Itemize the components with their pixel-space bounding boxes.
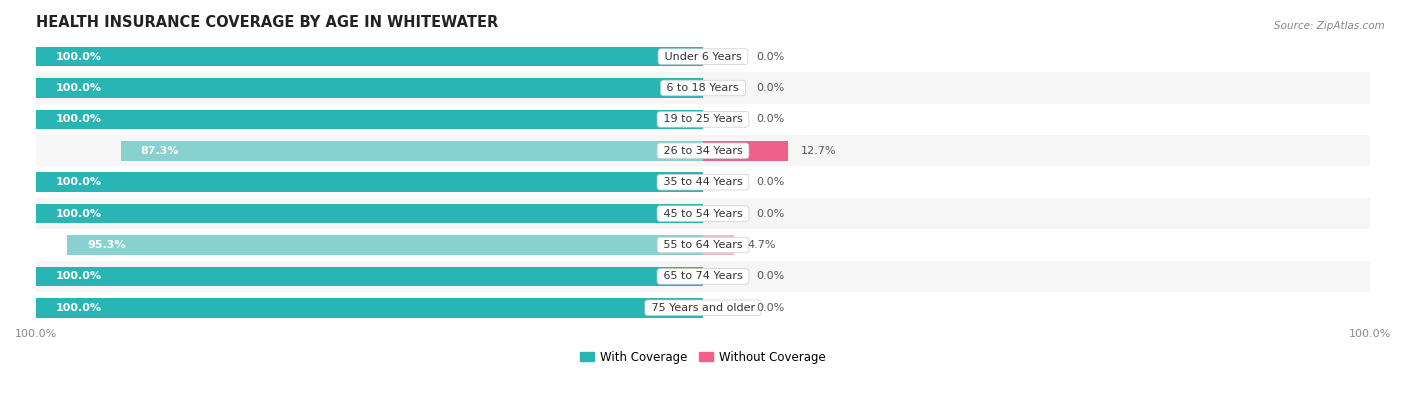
- Text: 6 to 18 Years: 6 to 18 Years: [664, 83, 742, 93]
- Text: 0.0%: 0.0%: [756, 177, 785, 187]
- Text: 19 to 25 Years: 19 to 25 Years: [659, 115, 747, 124]
- Text: 0.0%: 0.0%: [756, 51, 785, 61]
- Text: 55 to 64 Years: 55 to 64 Years: [659, 240, 747, 250]
- Text: 0.0%: 0.0%: [756, 115, 785, 124]
- Bar: [37, 267, 703, 286]
- Bar: [37, 78, 703, 98]
- Text: 0.0%: 0.0%: [756, 271, 785, 281]
- Legend: With Coverage, Without Coverage: With Coverage, Without Coverage: [575, 346, 831, 369]
- Text: 100.0%: 100.0%: [56, 271, 103, 281]
- Text: 75 Years and older: 75 Years and older: [648, 303, 758, 313]
- Bar: [37, 72, 1369, 104]
- Text: 4.7%: 4.7%: [748, 240, 776, 250]
- Text: Source: ZipAtlas.com: Source: ZipAtlas.com: [1274, 21, 1385, 31]
- Text: 87.3%: 87.3%: [141, 146, 180, 156]
- Text: HEALTH INSURANCE COVERAGE BY AGE IN WHITEWATER: HEALTH INSURANCE COVERAGE BY AGE IN WHIT…: [37, 15, 498, 30]
- Bar: [703, 141, 787, 161]
- Bar: [37, 198, 1369, 229]
- Text: 26 to 34 Years: 26 to 34 Years: [659, 146, 747, 156]
- Text: 35 to 44 Years: 35 to 44 Years: [659, 177, 747, 187]
- Bar: [67, 235, 703, 255]
- Text: 100.0%: 100.0%: [56, 83, 103, 93]
- Bar: [37, 110, 703, 129]
- Bar: [37, 204, 703, 223]
- Text: 95.3%: 95.3%: [87, 240, 127, 250]
- Text: 0.0%: 0.0%: [756, 303, 785, 313]
- Text: 45 to 54 Years: 45 to 54 Years: [659, 209, 747, 219]
- Text: 0.0%: 0.0%: [756, 209, 785, 219]
- Bar: [37, 135, 1369, 166]
- Bar: [37, 173, 703, 192]
- Bar: [37, 47, 703, 66]
- Text: 12.7%: 12.7%: [801, 146, 837, 156]
- Text: 100.0%: 100.0%: [56, 303, 103, 313]
- Text: 100.0%: 100.0%: [56, 177, 103, 187]
- Text: 65 to 74 Years: 65 to 74 Years: [659, 271, 747, 281]
- Bar: [121, 141, 703, 161]
- Bar: [703, 235, 734, 255]
- Text: 0.0%: 0.0%: [756, 83, 785, 93]
- Bar: [37, 261, 1369, 292]
- Text: 100.0%: 100.0%: [56, 51, 103, 61]
- Text: Under 6 Years: Under 6 Years: [661, 51, 745, 61]
- Text: 100.0%: 100.0%: [56, 115, 103, 124]
- Bar: [37, 298, 703, 317]
- Text: 100.0%: 100.0%: [56, 209, 103, 219]
